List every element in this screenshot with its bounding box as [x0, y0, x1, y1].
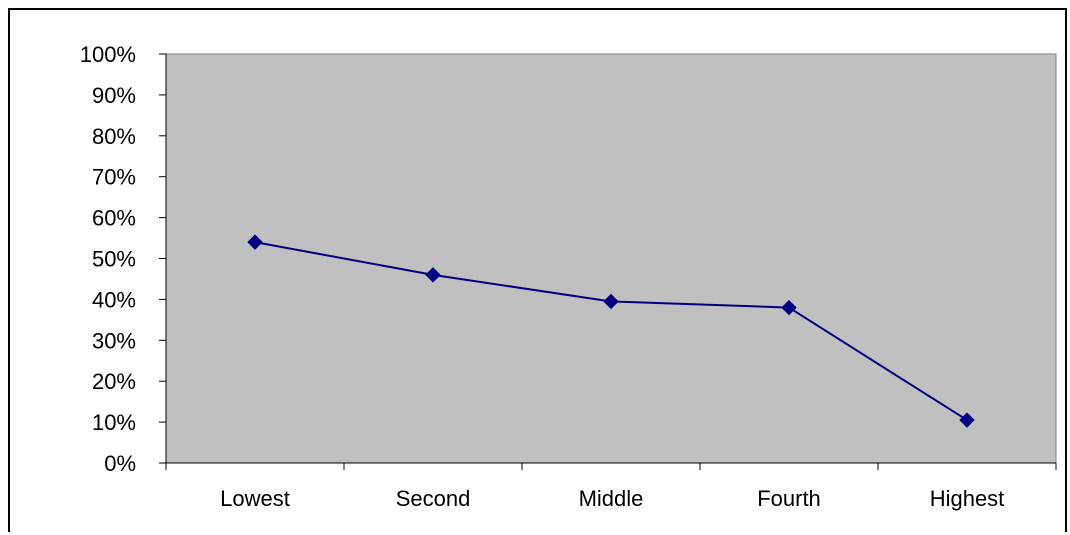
y-tick-label: 50%: [92, 247, 136, 272]
y-tick-label: 30%: [92, 328, 136, 353]
x-tick-label: Highest: [930, 486, 1005, 511]
x-tick-label: Lowest: [220, 486, 290, 511]
axes: [159, 53, 1057, 470]
data-point-marker: [425, 267, 441, 283]
series-markers: [247, 234, 975, 428]
data-point-marker: [781, 299, 797, 316]
y-tick-label: 90%: [92, 83, 136, 108]
y-tick-label: 40%: [92, 287, 136, 312]
y-tick-label: 20%: [92, 369, 136, 394]
y-tick-label: 70%: [92, 165, 136, 190]
x-tick-labels: Lowest Second Middle Fourth Highest: [220, 486, 1004, 511]
x-tick-label: Fourth: [757, 486, 821, 511]
y-tick-label: 0%: [104, 451, 136, 476]
data-point-marker: [959, 412, 975, 428]
y-tick-labels: 0% 10% 20% 30% 40% 50% 60% 70% 80% 90% 100%: [80, 42, 136, 476]
x-tick-label: Second: [396, 486, 471, 511]
data-point-marker: [603, 293, 619, 310]
plot-area: [165, 53, 1057, 464]
y-tick-label: 60%: [92, 206, 136, 231]
y-tick-label: 10%: [92, 410, 136, 435]
x-tick-label: Middle: [579, 486, 644, 511]
y-tick-label: 100%: [80, 42, 136, 67]
y-tick-label: 80%: [92, 124, 136, 149]
data-point-marker: [247, 234, 263, 250]
